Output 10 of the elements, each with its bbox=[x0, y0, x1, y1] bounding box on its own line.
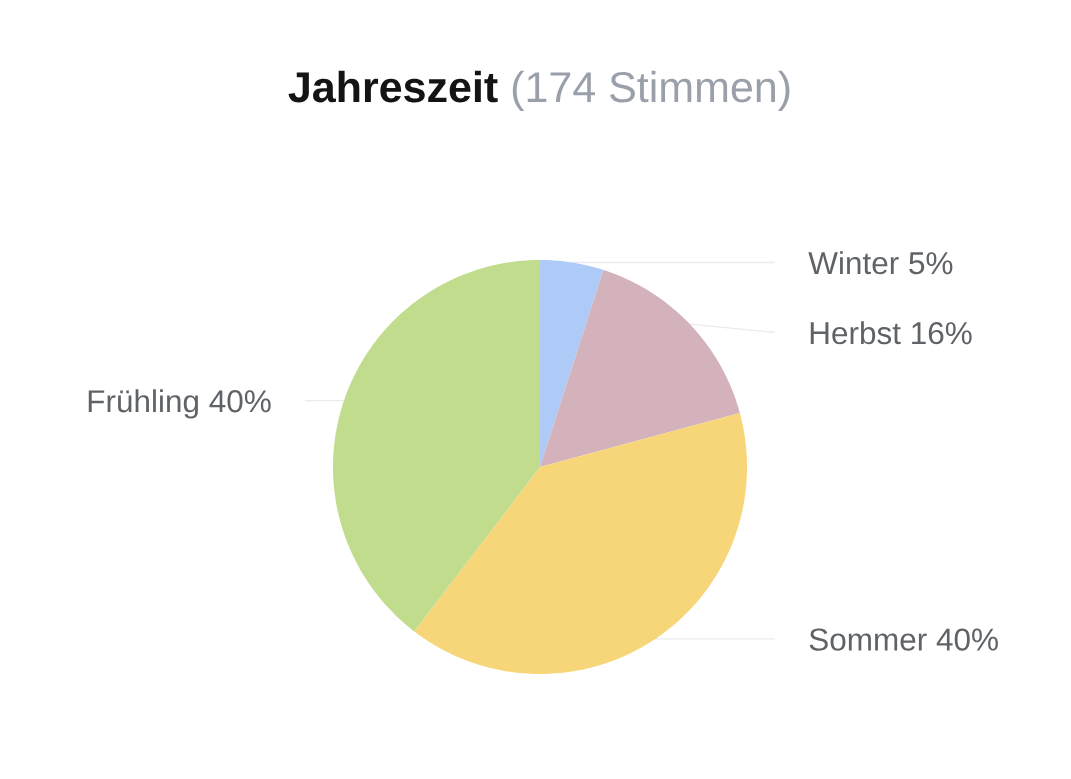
data-label: 5% bbox=[909, 252, 953, 275]
data-label: 16% bbox=[912, 321, 972, 345]
slice-label: Herbst bbox=[810, 321, 901, 345]
slice-label: Sommer bbox=[809, 628, 927, 651]
chart-title: Jahreszeit bbox=[288, 70, 498, 103]
slice-label: Winter bbox=[808, 251, 899, 275]
chart-subtitle: (174 Stimmen) bbox=[512, 70, 790, 111]
slice-label: Frühling bbox=[88, 389, 198, 419]
data-label: 40% bbox=[936, 628, 998, 651]
data-label: 40% bbox=[209, 390, 271, 413]
